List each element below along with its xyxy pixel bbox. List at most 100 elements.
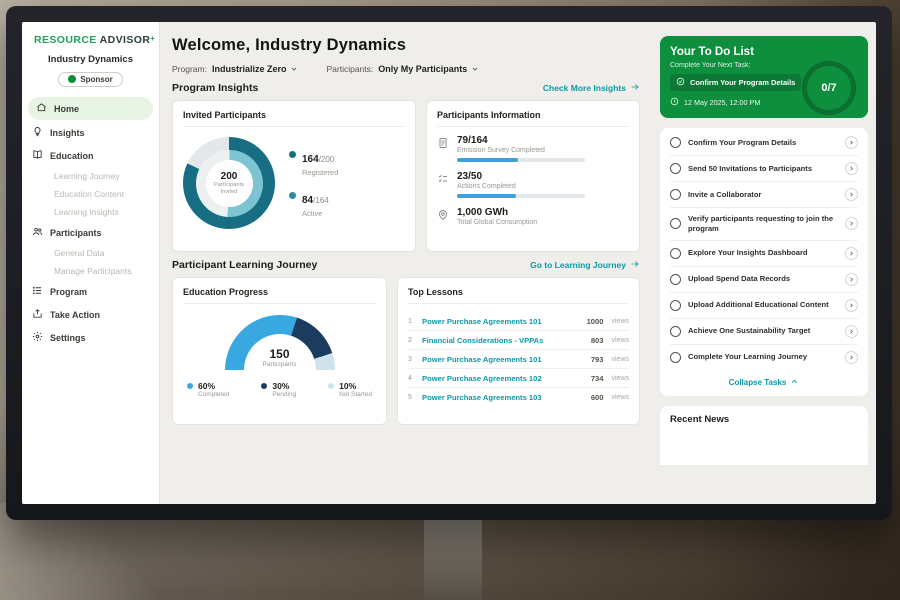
chevron-right-icon[interactable] [845,324,858,338]
task-checkbox[interactable] [670,273,681,285]
people-icon [32,226,43,239]
lesson-link[interactable]: Financial Considerations - VPPAs [422,335,544,345]
sidebar-item-label: Participants [50,227,102,238]
actions-completed-row: 23/50 Actions Completed [437,171,629,198]
task-row[interactable]: Invite a Collaborator [670,182,858,208]
sidebar-item-program[interactable]: Program [22,280,159,303]
task-checkbox[interactable] [670,218,681,230]
chevron-right-icon[interactable] [845,162,858,175]
sidebar-item-learning-journey[interactable]: Learning Journey [54,171,120,181]
check-more-insights-link[interactable]: Check More Insights [543,82,640,94]
task-row[interactable]: Achieve One Sustainability Target [670,319,858,345]
task-checkbox[interactable] [670,351,681,363]
location-pin-icon [437,208,449,221]
section-title: Program Insights [172,82,259,94]
go-to-learning-journey-link[interactable]: Go to Learning Journey [530,259,640,271]
task-checkbox[interactable] [670,163,681,174]
task-row[interactable]: Upload Spend Data Records [670,267,858,293]
sidebar-item-education[interactable]: Education [22,144,159,167]
task-row[interactable]: Explore Your Insights Dashboard [670,241,858,267]
actions-progress-bar [457,194,585,198]
chevron-right-icon[interactable] [845,298,858,312]
lesson-row: 4 Power Purchase Agreements 102 734 view… [408,369,629,388]
education-legend: 60% Completed 30% Pending 10% [183,371,376,398]
emission-survey-row: 79/164 Emission Survey Completed [437,135,629,162]
card-title: Participants Information [437,110,629,127]
sidebar-item-label: Take Action [50,309,101,320]
lightbulb-icon [32,126,43,139]
app-window: RESOURCE ADVISOR+ Industry Dynamics Spon… [22,22,876,504]
sidebar-item-settings[interactable]: Settings [22,326,159,349]
not-started-dot [328,383,335,389]
chevron-right-icon[interactable] [845,350,858,364]
lesson-row: 5 Power Purchase Agreements 103 600 view… [408,392,629,402]
sidebar-item-take-action[interactable]: Take Action [22,303,159,326]
task-checkbox[interactable] [670,137,681,148]
lesson-link[interactable]: Power Purchase Agreements 101 [422,316,542,326]
main-content: Welcome, Industry Dynamics Program: Indu… [160,22,652,504]
task-row[interactable]: Complete Your Learning Journey [670,345,858,370]
completed-dot [187,383,193,389]
participants-filter-label: Participants: [326,64,374,74]
checklist-icon [437,172,449,184]
collapse-tasks-link[interactable]: Collapse Tasks [670,370,858,391]
sidebar-item-manage-participants[interactable]: Manage Participants [54,266,132,276]
sidebar-item-insights[interactable]: Insights [22,121,159,144]
learning-journey-header: Participant Learning Journey Go to Learn… [172,259,640,271]
sidebar-item-participants[interactable]: Participants [22,221,159,244]
legend-pending: 30% Pending [261,381,296,398]
task-row[interactable]: Verify participants requesting to join t… [670,208,858,241]
todo-progress-ring: 0/7 [802,61,856,115]
chevron-right-icon[interactable] [845,217,858,231]
learning-cards-row: Education Progress 150 Participants [172,277,640,425]
sponsor-badge-label: Sponsor [80,74,113,84]
arrow-right-icon [630,259,640,271]
upload-icon [32,308,43,321]
section-title: Participant Learning Journey [172,259,318,271]
task-row[interactable]: Upload Additional Educational Content [670,293,858,319]
participants-filter-dropdown[interactable]: Only My Participants [378,64,479,74]
top-lessons-card: Top Lessons 1 Power Purchase Agreements … [397,277,640,425]
sidebar: RESOURCE ADVISOR+ Industry Dynamics Spon… [22,22,160,504]
chevron-right-icon[interactable] [845,188,858,201]
card-title: Education Progress [183,287,376,304]
sidebar-item-education-content[interactable]: Education Content [54,189,124,199]
lesson-link[interactable]: Power Purchase Agreements 101 [422,354,542,364]
chevron-right-icon[interactable] [845,246,858,260]
education-progress-card: Education Progress 150 Participants [172,277,387,425]
todo-title: Your To Do List [670,46,754,58]
lesson-row: 2 Financial Considerations - VPPAs 803 v… [408,331,629,350]
task-row[interactable]: Send 50 Invitations to Participants [670,156,858,182]
sidebar-item-home[interactable]: Home [28,97,153,120]
program-filter-label: Program: [172,64,207,74]
task-checkbox[interactable] [670,299,681,311]
sidebar-item-label: Education [50,150,94,161]
lesson-link[interactable]: Power Purchase Agreements 102 [422,373,542,383]
participants-information-card: Participants Information 79/164 Emission… [426,100,640,252]
participants-filter: Participants: Only My Participants [326,64,479,74]
education-gauge-chart: 150 Participants [224,315,335,371]
lesson-link[interactable]: Power Purchase Agreements 103 [422,392,542,402]
sponsor-icon [68,75,77,83]
chevron-right-icon[interactable] [845,272,858,286]
task-checkbox[interactable] [670,247,681,259]
todo-subtitle: Complete Your Next Task: [670,62,751,69]
sidebar-item-label: Insights [50,127,85,138]
lesson-row: 1 Power Purchase Agreements 101 1000 vie… [408,312,629,331]
task-checkbox[interactable] [670,325,681,337]
clipboard-icon [437,136,449,148]
sidebar-item-general-data[interactable]: General Data [54,248,105,258]
todo-summary-card: Your To Do List Complete Your Next Task:… [660,36,868,118]
task-checkbox[interactable] [670,189,681,200]
pending-dot [261,383,268,389]
logo-text-advisor: ADVISOR [99,34,151,46]
sidebar-item-learning-insights[interactable]: Learning Insights [54,207,119,217]
page-title: Welcome, Industry Dynamics [172,36,407,54]
insights-cards-row: Invited Participants 200 Participants In… [172,100,640,252]
chevron-down-icon [290,65,298,73]
task-row[interactable]: Confirm Your Program Details [670,130,858,156]
program-filter-dropdown[interactable]: Industrialize Zero [212,64,299,74]
gear-icon [32,331,43,344]
chevron-right-icon[interactable] [845,136,858,149]
